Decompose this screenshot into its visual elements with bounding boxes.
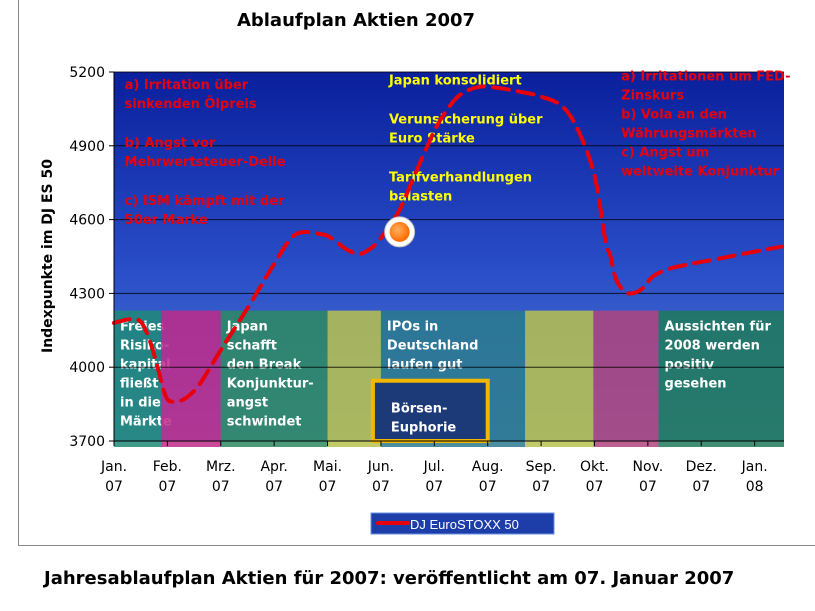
legend-label: DJ EuroSTOXX 50: [410, 517, 519, 532]
xtick-label-4: Mai. 07: [313, 459, 342, 495]
annotation-right: a) Irritationen um FED-Zinskurs b) Vola a…: [621, 70, 790, 180]
xtick-label-6: Jul. 07: [423, 459, 445, 495]
xtick-label-10: Nov. 07: [633, 459, 664, 495]
ytick-label-0: 3700: [69, 434, 105, 450]
phase-box-0: [114, 310, 161, 447]
caption: Jahresablaufplan Aktien für 2007: veröff…: [44, 568, 735, 589]
ytick-label-2: 4300: [69, 286, 105, 302]
xtick-label-0: Jan. 07: [100, 459, 127, 495]
xtick-label-7: Aug. 07: [472, 459, 504, 495]
phase-label-4: IPOs in Deutschland laufen gut: [387, 320, 479, 373]
highlight-box: [370, 378, 490, 444]
annotation-left: a) Irritation über sinkenden Ölpreis b) An…: [125, 78, 286, 228]
phase-box-6: [593, 310, 659, 447]
xtick-label-9: Okt. 07: [580, 459, 609, 495]
phase-box-2: [220, 310, 328, 447]
y-axis-label: Indexpunkte im DJ ES 50: [40, 159, 56, 353]
xtick-label-1: Feb. 07: [153, 459, 182, 495]
ytick-label-1: 4000: [69, 360, 105, 376]
phase-box-1: [160, 310, 221, 447]
phase-box-7: [658, 310, 784, 447]
xtick-label-2: Mrz. 07: [206, 459, 236, 495]
xtick-label-3: Apr. 07: [260, 459, 287, 495]
xtick-label-12: Jan. 08: [741, 459, 768, 495]
annotation-mid: Japan konsolidiert Verunsicherung über Eur…: [388, 73, 543, 204]
ytick-label-4: 4900: [69, 139, 105, 155]
phase-label-0: Freies Risiko-kapital fließt in die Märkte: [120, 320, 172, 430]
phase-label-7: Aussichten für 2008 werden positiv gesehen: [665, 320, 772, 392]
chart-title: Ablaufplan Aktien 2007: [237, 10, 475, 31]
series-line-0: [112, 84, 784, 404]
phase-box-5: [525, 310, 594, 447]
xtick-label-5: Jun. 07: [367, 459, 394, 495]
highlight-label: Börsen-Euphorie: [391, 402, 456, 436]
xtick-label-8: Sep. 07: [526, 459, 557, 495]
legend: [370, 512, 555, 535]
ytick-label-5: 5200: [69, 65, 105, 81]
marker-dot-0: [389, 221, 410, 242]
phase-label-2: Japan schafft den Break Konjunktur-angst sch…: [226, 320, 314, 430]
xtick-label-11: Dez. 07: [686, 459, 717, 495]
ytick-label-3: 4600: [69, 213, 105, 229]
